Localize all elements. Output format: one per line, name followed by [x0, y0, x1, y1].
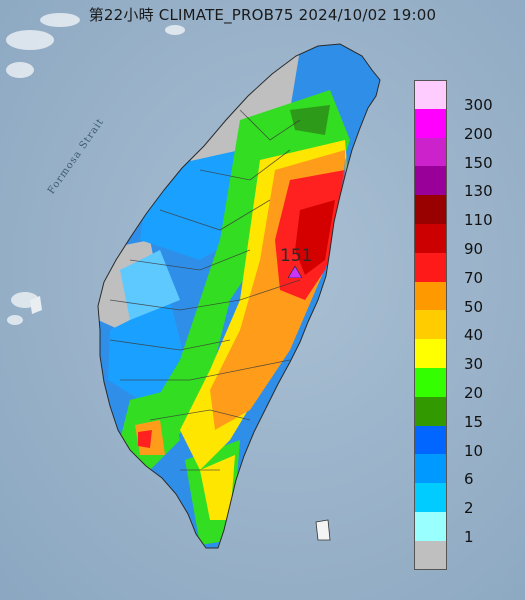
legend-swatch	[414, 224, 447, 254]
legend-row: 10	[414, 425, 514, 460]
legend-label: 6	[464, 470, 474, 489]
legend-label: 150	[464, 153, 493, 172]
legend-swatch	[414, 425, 447, 455]
legend-swatch	[414, 281, 447, 311]
legend-swatch	[414, 512, 447, 542]
legend-swatch	[414, 166, 447, 196]
legend-swatch	[414, 396, 447, 427]
legend-row: 300	[414, 80, 514, 114]
legend-swatch	[414, 454, 447, 484]
legend-row	[414, 540, 514, 571]
legend-label: 20	[464, 384, 484, 402]
legend-label: 50	[464, 297, 484, 316]
penghu-islands	[30, 296, 42, 314]
legend-row: 90	[414, 224, 514, 258]
legend-row: 1	[414, 512, 514, 546]
legend-row: 15	[414, 396, 514, 431]
map-title: 第22小時 CLIMATE_PROB75 2024/10/02 19:00	[88, 6, 437, 24]
legend-row: 40	[414, 310, 514, 344]
legend-label: 1	[464, 528, 474, 546]
legend-row: 50	[414, 281, 514, 316]
legend-swatch	[414, 540, 447, 571]
legend-label: 15	[464, 412, 484, 431]
legend-label: 2	[464, 499, 474, 518]
legend-label: 130	[464, 182, 493, 201]
legend-swatch	[414, 195, 447, 225]
peak-triangle-icon	[288, 266, 302, 278]
legend-row: 70	[414, 252, 514, 287]
taiwan-outline	[97, 43, 381, 549]
legend-row: 150	[414, 137, 514, 172]
legend-swatch	[414, 108, 447, 139]
legend-swatch	[414, 368, 447, 398]
legend-label: 30	[464, 355, 484, 374]
county-boundaries	[109, 109, 301, 471]
legend-label: 110	[464, 211, 493, 230]
cloud-texture	[6, 13, 185, 325]
legend-label: 90	[464, 240, 484, 258]
legend-row: 6	[414, 454, 514, 488]
legend-row: 130	[414, 166, 514, 200]
legend-label: 10	[464, 441, 484, 460]
legend-label: 300	[464, 96, 493, 114]
legend-row: 2	[414, 483, 514, 517]
peak-value-label: 151	[280, 246, 313, 266]
green-island	[315, 519, 331, 541]
legend-row: 200	[414, 108, 514, 143]
legend-label: 40	[464, 326, 484, 345]
legend-row: 30	[414, 339, 514, 373]
legend-swatch	[414, 483, 447, 513]
legend-swatch	[414, 310, 447, 340]
legend-swatch	[414, 339, 447, 369]
legend-swatch	[414, 252, 447, 283]
legend-swatch	[414, 137, 447, 167]
legend-label: 200	[464, 124, 493, 143]
legend-row: 110	[414, 195, 514, 229]
rainfall-legend: 300 200 150 130 110 90 70 50 40 30 20 15 10 6 2 1	[414, 80, 514, 571]
legend-label: 70	[464, 268, 484, 287]
legend-row: 20	[414, 368, 514, 402]
legend-swatch	[414, 80, 447, 110]
